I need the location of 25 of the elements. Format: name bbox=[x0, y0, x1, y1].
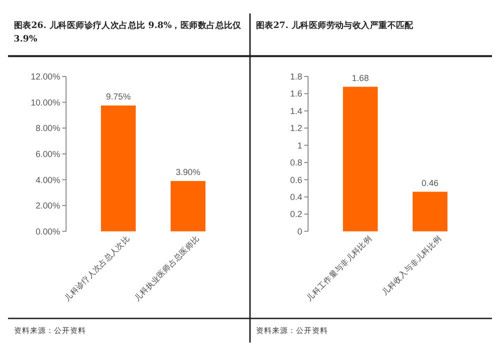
y-tick-label: 2.00% bbox=[36, 200, 61, 211]
y-tick-label: 0.00% bbox=[36, 226, 61, 236]
text: 资料来源：公开资料 bbox=[256, 326, 328, 335]
y-tick-label: 0.2 bbox=[290, 209, 302, 220]
y-tick-label: 4.00% bbox=[36, 174, 61, 185]
y-tick-label: 10.00% bbox=[30, 97, 61, 108]
y-tick-label: 1.2 bbox=[290, 123, 302, 134]
y-tick-label: 1.8 bbox=[290, 72, 302, 82]
y-tick-label: 0.8 bbox=[290, 158, 302, 168]
data-label: 3.90% bbox=[176, 167, 201, 178]
data-label: 1.68 bbox=[352, 72, 369, 83]
text: 资料来源：公开资料 bbox=[14, 326, 86, 335]
y-tick-label: 0 bbox=[297, 226, 302, 236]
data-label: 9.75% bbox=[106, 92, 131, 102]
y-tick-label: 0.6 bbox=[290, 174, 302, 185]
y-tick-label: 0.4 bbox=[290, 192, 302, 202]
y-tick-label: 1.4 bbox=[290, 106, 302, 116]
y-tick-label: 1.6 bbox=[290, 88, 302, 99]
y-tick-label: 1 bbox=[297, 140, 302, 150]
data-label: 0.46 bbox=[422, 178, 439, 188]
chart-title: 图表26. 儿科医师诊疗人次占总比 9.8%，医师数占总比仅 3.9% bbox=[14, 20, 242, 46]
y-tick-label: 12.00% bbox=[30, 72, 61, 82]
y-tick-label: 6.00% bbox=[36, 148, 61, 159]
y-tick-label: 8.00% bbox=[36, 123, 61, 134]
chart-title: 图表27. 儿科医师劳动与收入严重不匹配 bbox=[256, 20, 414, 33]
